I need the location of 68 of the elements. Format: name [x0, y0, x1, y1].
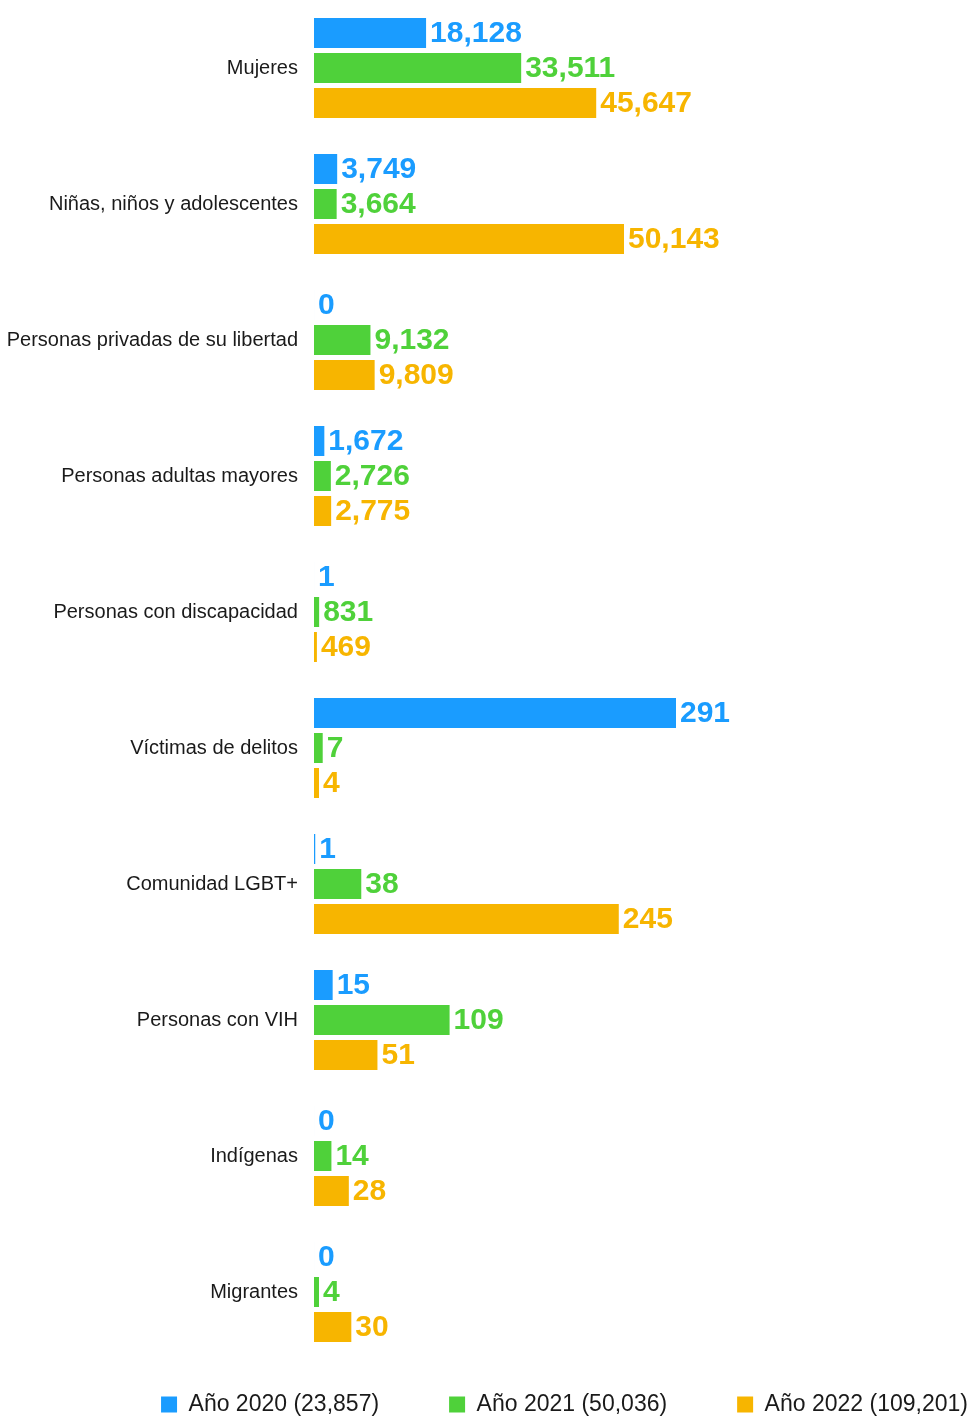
data-label: 15 [336, 967, 371, 1001]
bar [314, 632, 317, 662]
bar [314, 496, 332, 526]
data-label: 0 [318, 287, 335, 321]
bar [314, 325, 371, 355]
bar [314, 224, 624, 254]
data-label: 2,775 [335, 493, 411, 527]
bar [314, 904, 619, 934]
bar [314, 1141, 332, 1171]
data-label: 2,726 [334, 458, 410, 492]
data-label: 0 [318, 1103, 335, 1137]
bar [314, 360, 375, 390]
data-label: 469 [320, 629, 371, 663]
bar [314, 768, 319, 798]
y-tick-label: Niñas, niños y adolescentes [48, 191, 298, 214]
bar [314, 189, 337, 219]
y-tick-label: Mujeres [226, 55, 298, 78]
data-label: 14 [335, 1138, 370, 1172]
y-tick-label: Migrantes [210, 1279, 298, 1302]
data-label: 831 [323, 594, 374, 628]
bar [314, 698, 676, 728]
data-label: 1 [318, 559, 335, 593]
bar [314, 733, 323, 763]
bar [314, 597, 320, 627]
y-tick-label: Personas privadas de su libertad [6, 327, 298, 350]
y-tick-label: Personas con VIH [136, 1007, 298, 1030]
data-label: 45,647 [600, 85, 692, 119]
data-label: 28 [352, 1173, 387, 1207]
bar [314, 1040, 378, 1070]
legend-label: Año 2022 (109,201) [764, 1389, 968, 1416]
data-label: 109 [453, 1002, 504, 1036]
data-label: 3,749 [341, 151, 417, 185]
data-label: 9,809 [378, 357, 454, 391]
data-label: 51 [381, 1037, 415, 1071]
y-tick-label: Indígenas [210, 1143, 298, 1166]
bar [314, 18, 427, 48]
bar [314, 1277, 319, 1307]
data-label: 1 [319, 831, 336, 865]
bar [314, 88, 597, 118]
y-tick-label: Comunidad LGBT+ [126, 871, 298, 894]
bar [314, 154, 338, 184]
bar [314, 1005, 450, 1035]
data-label: 33,511 [525, 50, 616, 84]
data-label: 18,128 [430, 15, 522, 49]
y-tick-label: Personas con discapacidad [53, 599, 298, 622]
data-label: 4 [322, 765, 340, 799]
bar [314, 970, 333, 1000]
bar [314, 426, 325, 456]
data-label: 38 [365, 866, 399, 900]
data-label: 4 [322, 1274, 340, 1308]
bar [314, 869, 362, 899]
data-label: 1,672 [328, 423, 404, 457]
bar [314, 53, 522, 83]
y-tick-label: Personas adultas mayores [61, 463, 298, 486]
data-label: 291 [680, 695, 731, 729]
bar [314, 461, 331, 491]
data-label: 0 [318, 1239, 335, 1273]
legend-label: Año 2021 (50,036) [476, 1389, 668, 1416]
data-label: 9,132 [374, 322, 450, 356]
legend-label: Año 2020 (23,857) [188, 1389, 380, 1416]
bar [314, 1312, 352, 1342]
y-tick-label: Víctimas de delitos [130, 735, 298, 758]
data-label: 7 [326, 730, 344, 764]
data-label: 30 [355, 1309, 389, 1343]
data-label: 3,664 [340, 186, 417, 220]
data-label: 245 [622, 901, 673, 935]
bar [314, 1176, 349, 1206]
data-label: 50,143 [628, 221, 720, 255]
